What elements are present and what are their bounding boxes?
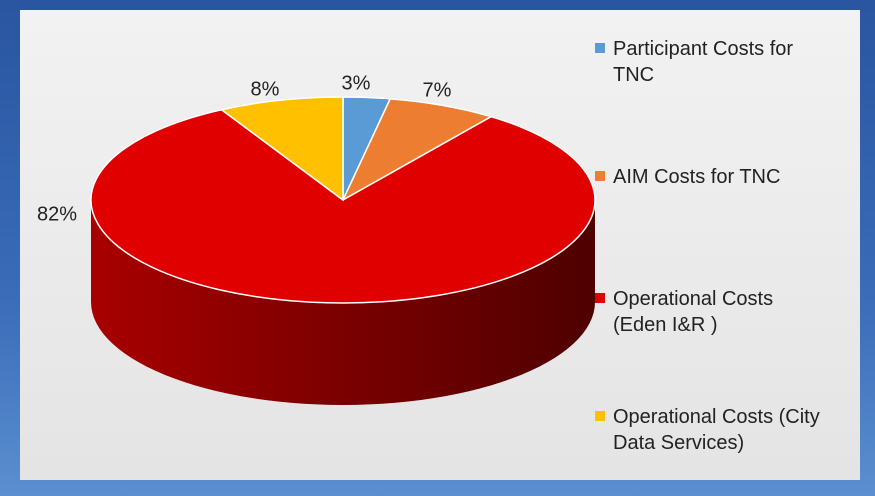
- data-label: 82%: [37, 203, 77, 225]
- pie-side: [91, 200, 595, 405]
- data-label: 3%: [342, 72, 371, 94]
- pie-slice: [90, 108, 596, 304]
- legend-swatch: [595, 43, 605, 53]
- legend-item: Participant Costs for TNC: [595, 36, 825, 88]
- legend-label: Operational Costs (Eden I&R ): [613, 288, 774, 336]
- legend-swatch: [595, 411, 605, 421]
- data-label: 8%: [251, 78, 280, 100]
- legend-swatch: [595, 171, 605, 181]
- legend-item: AIM Costs for TNC: [595, 164, 825, 190]
- data-label: 7%: [423, 79, 452, 101]
- legend-item: Operational Costs (Eden I&R ): [595, 286, 825, 338]
- legend-item: Operational Costs (City Data Services): [595, 404, 825, 456]
- pie-slice: [219, 96, 344, 202]
- legend-label: AIM Costs for TNC: [613, 166, 781, 188]
- legend-label: Operational Costs (City Data Services): [613, 406, 820, 454]
- pie-slice: [341, 98, 494, 202]
- legend-label: Participant Costs for TNC: [613, 38, 794, 86]
- legend-swatch: [595, 293, 605, 303]
